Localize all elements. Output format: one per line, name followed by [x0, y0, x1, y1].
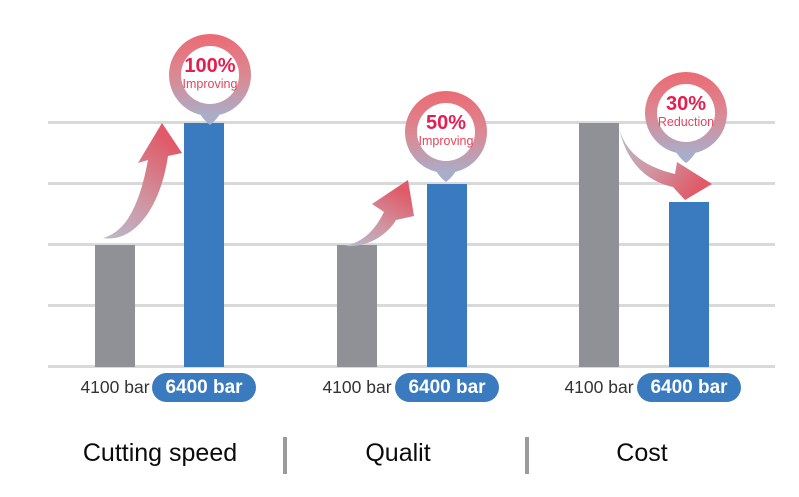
- gridline: [48, 304, 775, 307]
- badge-inner: [657, 84, 715, 142]
- gridline: [48, 182, 775, 185]
- gridline: [48, 243, 775, 246]
- badge-improving-100: 100% Improving: [169, 34, 251, 125]
- baseline-gridline: [48, 365, 775, 368]
- category-divider: [525, 437, 529, 474]
- badge-improving-50: 50% Improving: [405, 91, 487, 182]
- badge-reduction-30: 30% Reduction: [645, 72, 727, 163]
- bar-4100-cutting-speed: [95, 245, 135, 367]
- pill-6400-bar: 6400 bar: [395, 373, 499, 402]
- up-arrow-icon: [103, 123, 182, 239]
- down-arrow-icon: [619, 128, 712, 200]
- pill-6400-bar: 6400 bar: [637, 373, 741, 402]
- category-cost: Cost: [616, 439, 668, 467]
- badge-label-text: Improving: [183, 77, 238, 91]
- bar-6400-cost: [669, 202, 709, 367]
- badge-percent-text: 30%: [666, 93, 706, 115]
- label-4100-bar: 4100 bar: [322, 377, 392, 397]
- pill-6400-bar: 6400 bar: [152, 373, 256, 402]
- label-4100-bar: 4100 bar: [80, 377, 150, 397]
- badge-inner: [181, 46, 239, 104]
- bar-4100-quality: [337, 245, 377, 367]
- category-divider: [283, 437, 287, 474]
- bar-4100-cost: [579, 123, 619, 367]
- up-arrow-icon: [345, 180, 414, 247]
- category-cutting-speed: Cutting speed: [82, 439, 238, 467]
- label-4100-bar: 4100 bar: [564, 377, 634, 397]
- badge-label-text: Improving: [419, 134, 474, 148]
- badge-percent-text: 50%: [426, 112, 466, 134]
- bar-6400-cutting-speed: [184, 123, 224, 367]
- badge-percent-text: 100%: [184, 55, 235, 77]
- category-quality: Qualit: [365, 439, 431, 467]
- badge-inner: [417, 103, 475, 161]
- badge-label-text: Reduction: [658, 115, 714, 129]
- bar-6400-quality: [427, 184, 467, 367]
